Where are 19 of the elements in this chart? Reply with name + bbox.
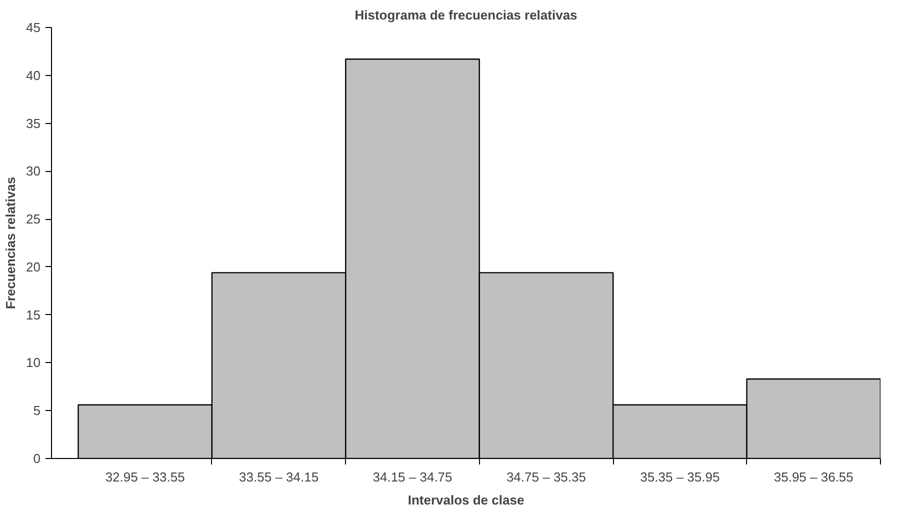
y-axis-title: Frecuencias relativas: [3, 176, 18, 310]
x-tick-label: 34.15 – 34.75: [372, 470, 452, 484]
y-tick-label: 35: [26, 116, 41, 131]
chart-title: Histograma de frecuencias relativas: [354, 8, 578, 22]
x-tick-label: 32.95 – 33.55: [105, 470, 185, 484]
y-tick-label: 0: [33, 451, 41, 466]
y-tick-label: 20: [26, 259, 41, 274]
x-tick-label: 35.35 – 35.95: [640, 470, 720, 484]
x-tick-label: 33.55 – 34.15: [239, 470, 319, 484]
x-axis-title: Intervalos de clase: [408, 492, 524, 508]
y-tick-label: 25: [26, 212, 41, 227]
y-tick-label: 15: [26, 307, 41, 322]
y-tick-label: 10: [26, 355, 41, 370]
y-tick-label: 30: [26, 164, 41, 179]
x-tick-label: 35.95 – 36.55: [774, 470, 854, 484]
y-tick-label: 5: [33, 403, 41, 418]
y-tick-label: 45: [26, 20, 41, 35]
x-tick-label: 34.75 – 35.35: [506, 470, 586, 484]
y-tick-label: 40: [26, 68, 41, 83]
